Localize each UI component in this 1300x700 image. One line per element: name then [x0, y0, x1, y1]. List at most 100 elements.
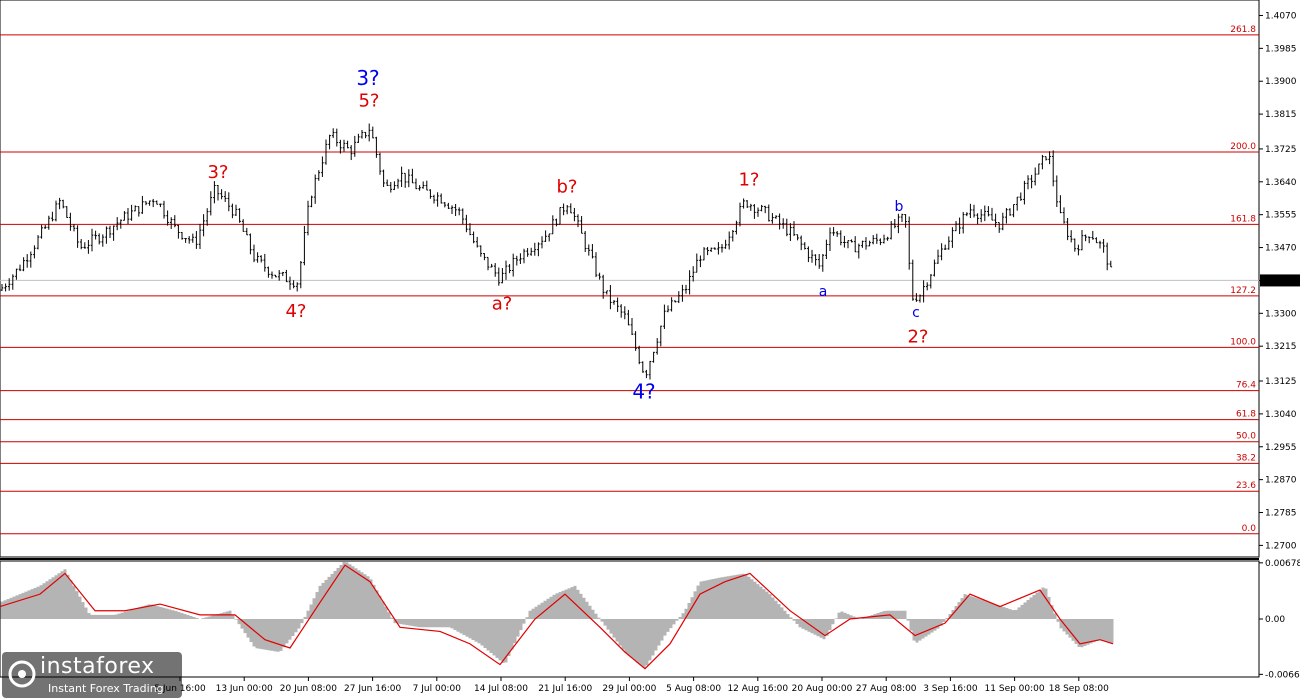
- price-candle: [828, 227, 832, 251]
- macd-histogram-bar: [90, 614, 94, 619]
- macd-histogram-bar: [930, 619, 934, 633]
- macd-histogram-bar: [726, 576, 730, 619]
- macd-histogram-bar: [678, 616, 682, 619]
- price-candle: [652, 351, 655, 363]
- macd-histogram-bar: [672, 619, 676, 625]
- macd-histogram-bar: [978, 599, 982, 619]
- price-candle: [1044, 156, 1048, 161]
- price-candle: [123, 211, 126, 221]
- macd-histogram-bar: [717, 577, 721, 619]
- macd-histogram-bar: [636, 619, 640, 663]
- macd-histogram-bar: [423, 619, 427, 628]
- macd-histogram-bar: [519, 619, 523, 631]
- price-candle: [151, 198, 155, 208]
- price-candle: [1033, 167, 1037, 186]
- macd-histogram-bar: [504, 619, 508, 663]
- macd-histogram-bar: [99, 614, 103, 619]
- price-candle: [591, 244, 594, 259]
- macd-histogram-bar: [957, 602, 961, 619]
- price-candle: [133, 205, 137, 212]
- macd-histogram-bar: [1005, 608, 1009, 619]
- price-candle: [371, 126, 375, 139]
- macd-histogram-bar: [360, 572, 364, 619]
- macd-histogram-bar: [420, 619, 424, 628]
- macd-histogram-bar: [342, 561, 346, 619]
- macd-histogram-bar: [243, 619, 247, 634]
- macd-histogram-bar: [438, 619, 442, 628]
- price-candle: [465, 214, 468, 233]
- macd-histogram-bar: [969, 596, 973, 619]
- macd-histogram-bar: [603, 619, 607, 626]
- macd-histogram-bar: [447, 619, 451, 628]
- wave-label: b?: [557, 177, 578, 198]
- price-candle: [601, 274, 605, 299]
- macd-histogram-bar: [702, 580, 706, 619]
- price-candle: [771, 213, 774, 224]
- price-candle: [699, 255, 702, 268]
- price-candle: [357, 133, 360, 143]
- price-candle: [439, 193, 443, 204]
- wave-label: c: [912, 305, 920, 321]
- macd-histogram-bar: [24, 591, 28, 619]
- wave-label: 3?: [207, 162, 228, 183]
- fib-level-label: 100.0: [1230, 337, 1256, 347]
- macd-histogram-bar: [177, 612, 181, 619]
- price-candle: [310, 195, 313, 208]
- price-candle: [1084, 234, 1087, 242]
- macd-histogram-bar: [864, 617, 868, 619]
- price-candle: [882, 234, 886, 244]
- fib-level-label: 61.8: [1236, 410, 1256, 420]
- macd-histogram-bar: [771, 597, 775, 619]
- macd-histogram-bar: [588, 605, 592, 619]
- logo-mark-icon: [8, 660, 36, 688]
- macd-histogram-bar: [75, 591, 79, 619]
- macd-histogram-bar: [486, 619, 490, 651]
- price-candle: [267, 266, 270, 278]
- macd-histogram-bar: [663, 619, 667, 636]
- price-candle: [33, 245, 36, 259]
- macd-histogram-bar: [186, 615, 190, 619]
- macd-histogram-bar: [594, 613, 598, 619]
- price-candle: [105, 226, 108, 244]
- macd-histogram-bar: [1101, 619, 1105, 641]
- price-tick-label: 1.3725: [1265, 145, 1297, 155]
- price-candle: [936, 249, 940, 264]
- macd-histogram-bar: [162, 607, 166, 619]
- price-candle: [277, 270, 281, 281]
- macd-histogram-bar: [891, 610, 895, 619]
- price-candle: [382, 169, 385, 188]
- price-candle: [87, 240, 90, 254]
- price-candle: [677, 291, 681, 304]
- macd-histogram-bar: [783, 610, 787, 619]
- price-candle: [126, 208, 130, 225]
- macd-histogram-bar: [1080, 619, 1084, 648]
- macd-histogram-bar: [792, 619, 796, 621]
- price-candle: [497, 267, 501, 286]
- price-candle: [1041, 154, 1044, 170]
- macd-histogram-bar: [444, 619, 448, 628]
- price-candle: [609, 285, 612, 310]
- price-candle: [835, 231, 839, 237]
- price-candle: [252, 244, 256, 263]
- price-candle: [22, 257, 25, 272]
- macd-histogram-bar: [669, 619, 673, 629]
- macd-histogram-bar: [165, 608, 169, 619]
- macd-histogram-bar: [849, 615, 853, 619]
- price-tick-label: 1.2785: [1265, 509, 1297, 519]
- price-candle: [526, 248, 529, 257]
- macd-signal-line: [0, 564, 1114, 670]
- price-candle: [0, 283, 4, 291]
- price-candle: [108, 225, 112, 239]
- macd-histogram-bar: [723, 576, 727, 619]
- macd-histogram-bar: [141, 606, 145, 619]
- price-candle: [335, 128, 339, 147]
- macd-histogram-bar: [408, 619, 412, 626]
- price-candle: [1105, 242, 1109, 271]
- macd-histogram-bar: [402, 619, 406, 625]
- macd-histogram-bar: [1050, 605, 1054, 619]
- price-candle: [565, 205, 569, 215]
- price-candle: [594, 252, 598, 278]
- time-tick-label: 12 Aug 16:00: [727, 684, 788, 694]
- macd-histogram-bar: [1092, 619, 1096, 643]
- price-candle: [663, 304, 666, 329]
